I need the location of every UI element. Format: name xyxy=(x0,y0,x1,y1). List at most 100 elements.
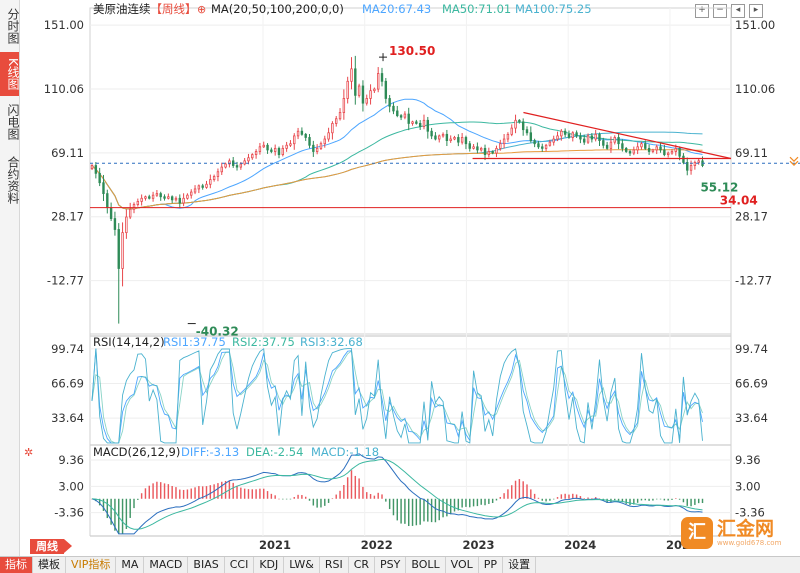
candle-body xyxy=(563,130,567,135)
macd-bar xyxy=(289,498,292,500)
price-annotation: 34.04 xyxy=(720,194,758,208)
macd-bar xyxy=(579,496,582,499)
macd-bar xyxy=(297,494,299,499)
candle-body xyxy=(335,118,338,124)
candle-body xyxy=(350,68,353,82)
candle-body xyxy=(548,141,552,146)
macd-bar xyxy=(381,494,383,499)
macd-bar xyxy=(522,481,524,499)
tab-kline[interactable]: K线图 xyxy=(0,52,20,96)
candle-body xyxy=(258,146,262,152)
settings-icon[interactable]: ⊕ xyxy=(197,3,206,16)
tab-6[interactable]: CCI xyxy=(225,557,255,573)
candle-body xyxy=(495,147,498,154)
tab-time-share[interactable]: 分时图 xyxy=(6,8,20,44)
macd-bar xyxy=(186,489,189,499)
period-tag[interactable]: 周线 xyxy=(30,539,72,554)
candle-body xyxy=(331,123,334,134)
tab-1[interactable]: 模板 xyxy=(33,557,66,573)
candle-body xyxy=(167,196,170,199)
ma200-line xyxy=(91,149,703,210)
candle-body xyxy=(514,119,517,129)
candle-body xyxy=(90,165,94,170)
tab-8[interactable]: LW& xyxy=(284,557,320,573)
macd-bar xyxy=(480,498,482,505)
candle-body xyxy=(449,138,452,141)
macd-bar xyxy=(308,498,311,501)
price-annotation: -40.32 xyxy=(196,325,239,339)
tab-13[interactable]: VOL xyxy=(446,557,479,573)
macd-bar xyxy=(442,498,444,518)
candle-body xyxy=(392,105,395,112)
tab-9[interactable]: RSI xyxy=(320,557,349,573)
candle-body xyxy=(663,149,666,156)
candle-body xyxy=(598,133,601,141)
tab-0[interactable]: 指标 xyxy=(0,557,33,573)
candle-body xyxy=(445,133,449,141)
macd-bar xyxy=(545,498,547,502)
candle-body xyxy=(357,85,361,96)
candle-body xyxy=(102,182,105,195)
candle-body xyxy=(232,160,235,166)
macd-y-tick-left: -3.36 xyxy=(54,506,84,520)
macd-bar xyxy=(453,498,456,512)
rsi-y-tick-left: 99.74 xyxy=(51,342,84,356)
candle-body xyxy=(430,130,433,137)
candle-body xyxy=(506,133,510,140)
candle-body xyxy=(159,193,162,198)
macd-bar xyxy=(247,489,250,499)
macd-dea-line xyxy=(91,458,703,530)
tab-3[interactable]: MA xyxy=(116,557,145,573)
candle-body xyxy=(613,137,616,143)
macd-bar xyxy=(377,492,379,499)
candle-body xyxy=(186,194,189,199)
y-tick-left: 110.06 xyxy=(44,82,84,96)
macd-bar xyxy=(415,498,418,526)
macd-bar xyxy=(198,486,200,499)
tab-4[interactable]: MACD xyxy=(144,557,189,573)
x-tick: 2024 xyxy=(564,538,596,552)
ma20-value: MA20:67.43 xyxy=(362,2,431,16)
indicator-settings-icon[interactable]: ✲ xyxy=(24,446,33,459)
tab-contract-info[interactable]: 合约资料 xyxy=(6,156,20,204)
candle-body xyxy=(491,151,494,154)
tab-14[interactable]: PP xyxy=(479,557,504,573)
candle-body xyxy=(144,196,147,199)
y-tick-left: -12.77 xyxy=(47,274,84,288)
tab-flash-chart[interactable]: 闪电图 xyxy=(6,104,20,140)
tab-2[interactable]: VIP指标 xyxy=(66,557,117,573)
candle-body xyxy=(571,132,574,138)
tab-12[interactable]: BOLL xyxy=(406,557,446,573)
macd-bar xyxy=(625,498,627,504)
macd-bar xyxy=(465,498,467,507)
candle-body xyxy=(460,137,464,143)
macd-bar xyxy=(278,498,280,500)
candle-body xyxy=(544,144,548,149)
rsi3-line xyxy=(91,347,703,444)
macd-bar xyxy=(530,489,532,499)
x-tick: 2023 xyxy=(462,538,494,552)
candle-body xyxy=(476,146,479,151)
candle-body xyxy=(182,197,185,204)
tab-15[interactable]: 设置 xyxy=(503,557,537,573)
tab-5[interactable]: BIAS xyxy=(188,557,225,573)
candle-body xyxy=(190,191,193,196)
macd-bar xyxy=(163,483,166,499)
macd-bar xyxy=(476,498,479,507)
macd-y-tick-right: 9.36 xyxy=(735,453,761,467)
candle-body xyxy=(407,113,410,124)
move-right-icon[interactable]: ▸ xyxy=(749,4,763,18)
macd-bar xyxy=(121,498,124,534)
logo-url: www.gold678.com xyxy=(717,539,782,547)
macd-bar xyxy=(366,492,368,499)
candle-body xyxy=(453,137,456,140)
macd-bar xyxy=(427,498,429,522)
tab-11[interactable]: PSY xyxy=(375,557,407,573)
tab-7[interactable]: KDJ xyxy=(254,557,285,573)
tab-10[interactable]: CR xyxy=(349,557,376,573)
macd-bar xyxy=(182,489,185,499)
macd-bar xyxy=(373,495,376,499)
macd-bar xyxy=(533,493,536,499)
rsi-y-tick-right: 99.74 xyxy=(735,342,768,356)
